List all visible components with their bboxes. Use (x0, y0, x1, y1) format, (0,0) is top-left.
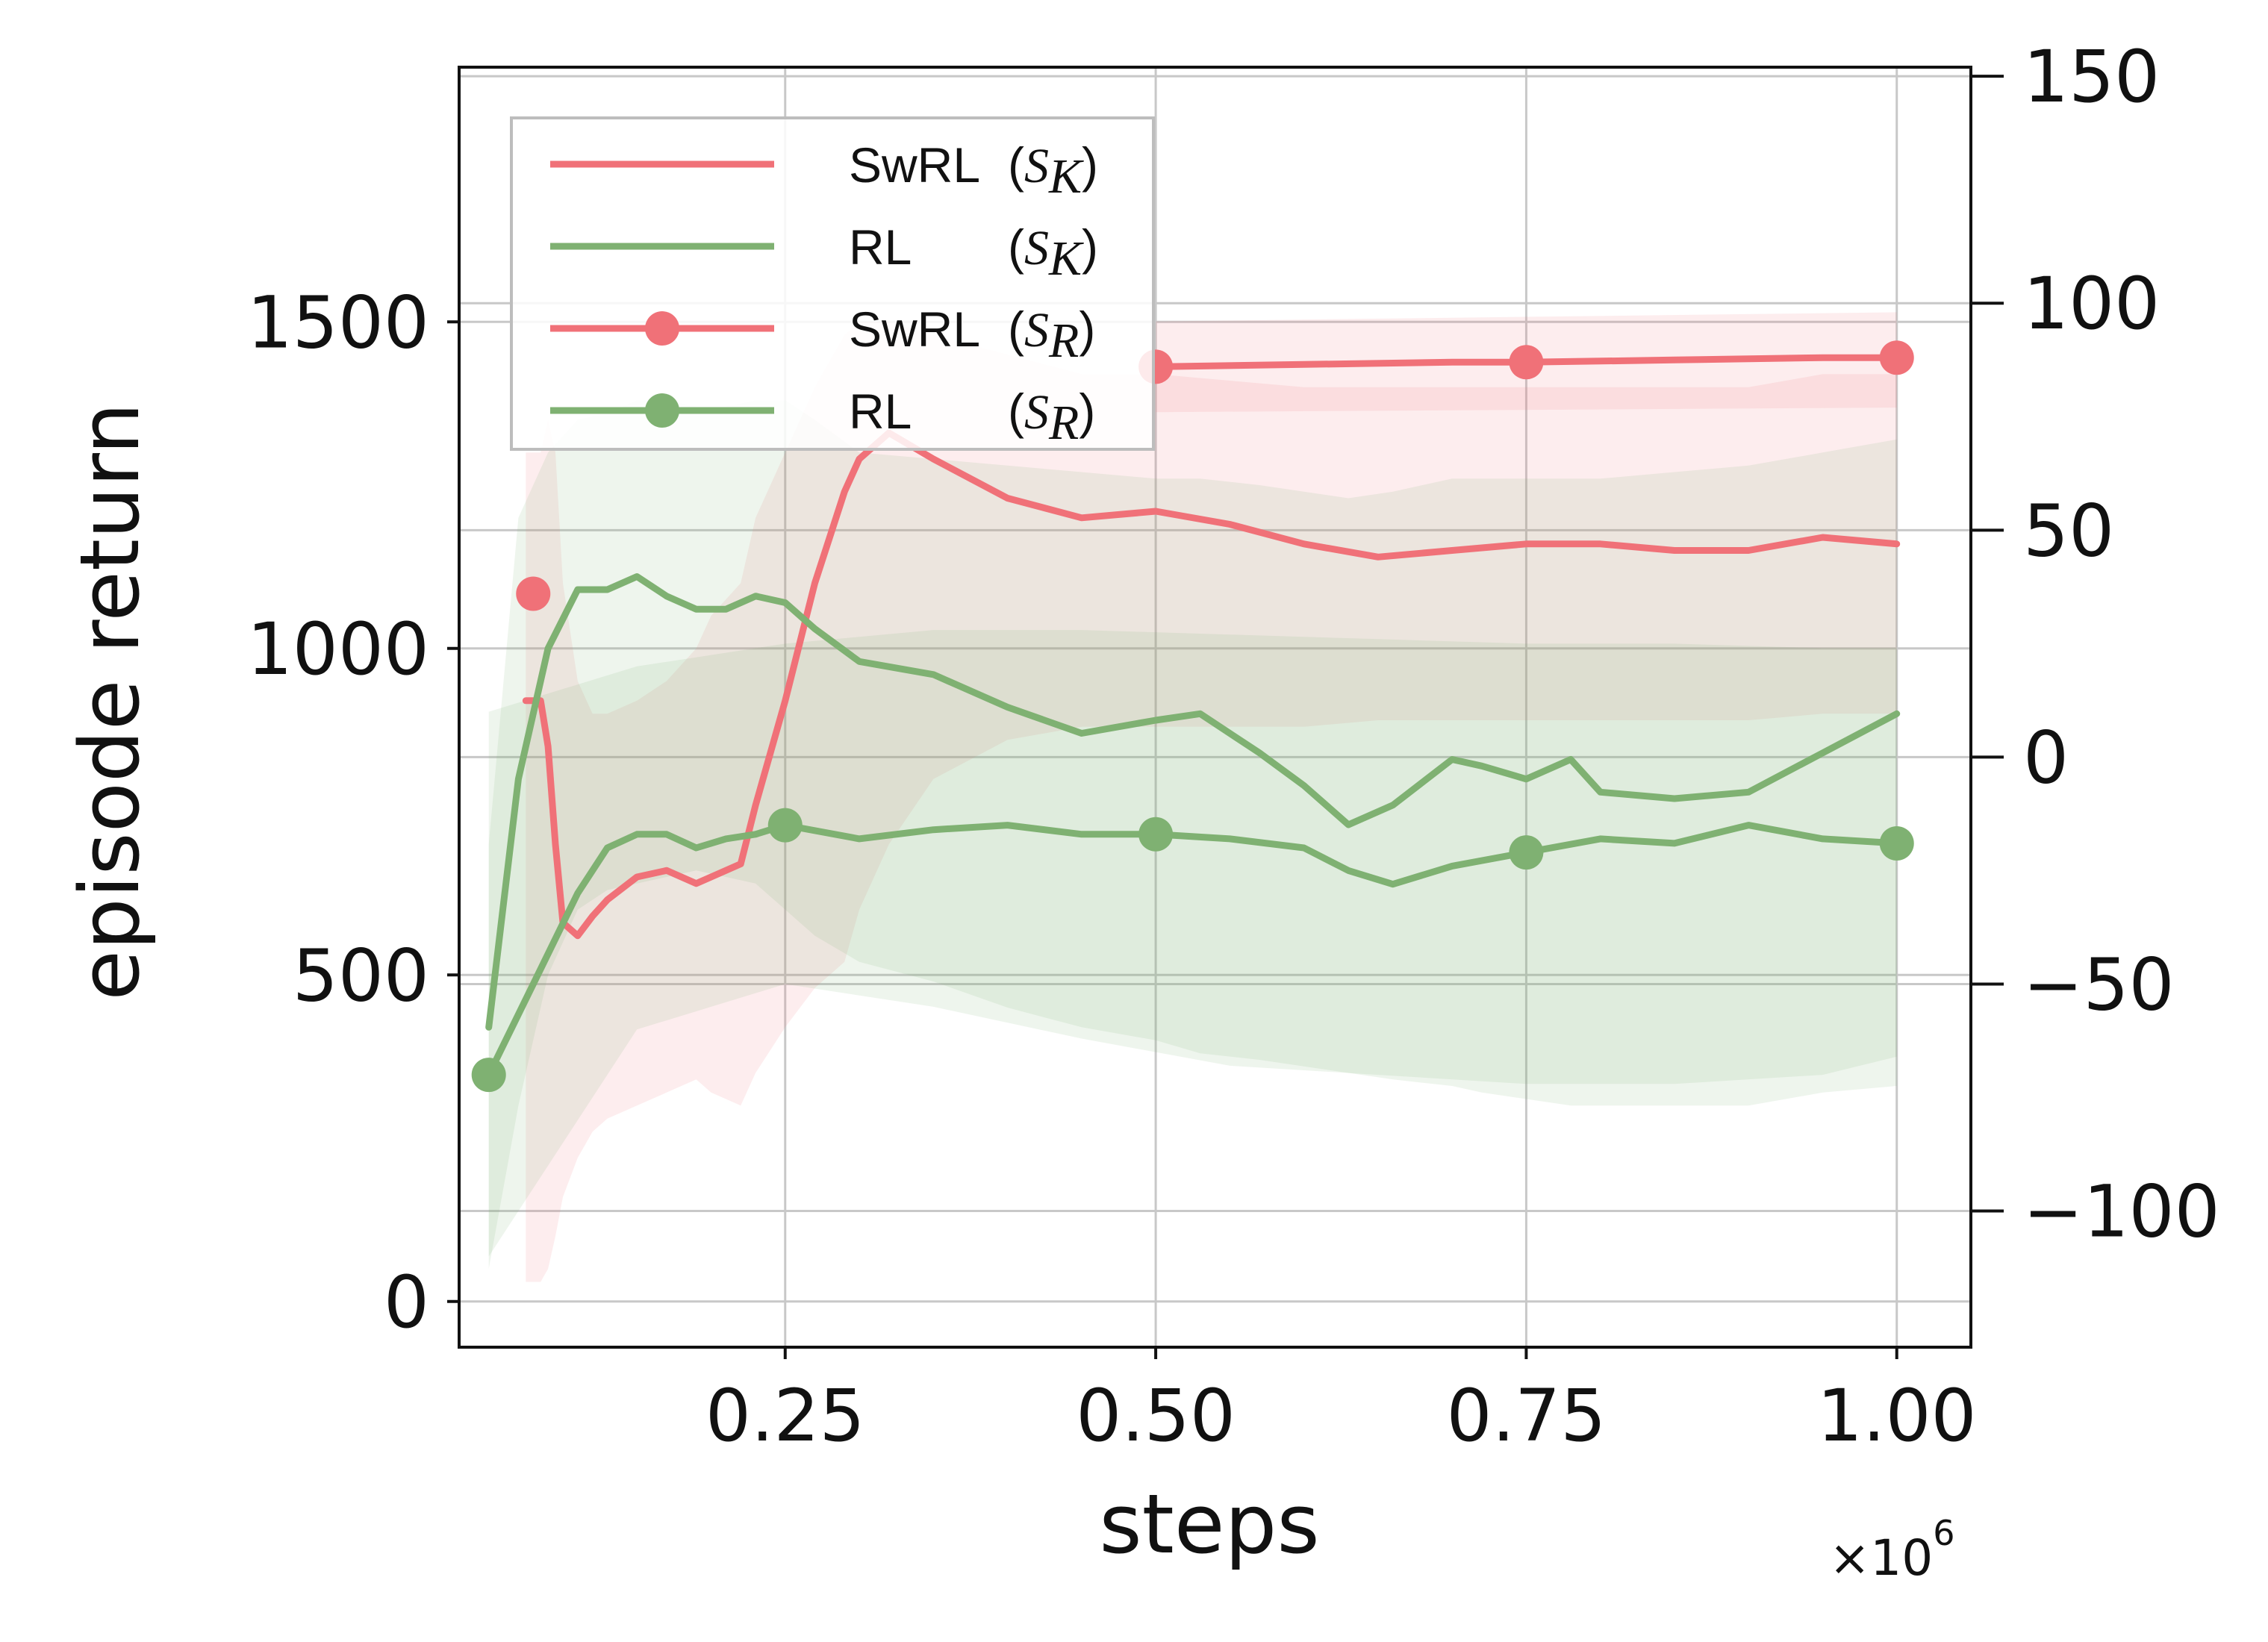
y-left-tick-label: 1000 (247, 608, 429, 691)
y-right-tick-label: 0 (2023, 716, 2069, 799)
axis-ticks: 0.25 0.50 0.75 1.00 0 500 1000 1500 −100 −50 0 50 10… (247, 35, 2220, 1458)
legend-label: RL (849, 384, 912, 439)
legend-paren-close: ) (1079, 384, 1095, 439)
legend-paren-close: ) (1082, 137, 1098, 193)
x-tick-label: 0.50 (1076, 1374, 1236, 1458)
legend-label-state: (SR) (1008, 302, 1095, 368)
series-3-band (488, 630, 1897, 1257)
legend-paren-close: ) (1079, 302, 1095, 357)
series-markers (471, 340, 1914, 1093)
series-1-line (485, 573, 1901, 1031)
legend-state-subscript: R (1048, 396, 1079, 450)
series-0-line (522, 429, 1901, 940)
legend-paren-open: ( (1008, 137, 1024, 193)
y-left-tick-label: 0 (384, 1261, 429, 1344)
y-right-tick-label: 150 (2023, 35, 2160, 119)
x-axis-label: steps (1099, 1476, 1319, 1572)
series-3-point (1509, 835, 1544, 870)
legend-paren-open: ( (1008, 219, 1024, 275)
legend-state-symbol: S (1024, 385, 1049, 440)
series-2-point (1509, 345, 1544, 380)
x-tick-label: 1.00 (1817, 1374, 1977, 1458)
legend-label: SwRL (849, 137, 980, 193)
legend-state-symbol: S (1024, 139, 1049, 193)
legend-label: SwRL (849, 302, 980, 357)
legend-state-subscript: K (1048, 231, 1084, 286)
series-2-point (1879, 340, 1914, 375)
legend-swatch-marker (645, 311, 679, 346)
series-3-line (485, 822, 1901, 1078)
y-right-tick-label: −100 (2023, 1170, 2220, 1254)
legend-state-symbol: S (1024, 221, 1049, 275)
series-0-band (526, 322, 1897, 1282)
legend-label-state: (SR) (1008, 384, 1095, 450)
y-left-tick-label: 1500 (247, 281, 429, 364)
y-right-tick-label: −50 (2023, 943, 2175, 1026)
legend-state-subscript: R (1048, 313, 1079, 368)
legend: SwRL (SK)RL (SK)SwRL (SR)RL (SR) (510, 116, 1155, 451)
y-right-tick-label: 100 (2023, 262, 2160, 346)
series-3-point (471, 1058, 506, 1093)
series-3-point (1138, 817, 1174, 852)
y-axis-label: episode return (62, 402, 158, 1000)
x-axis-multiplier: ×106 (1829, 1513, 1955, 1587)
y-left-tick-label: 500 (293, 934, 429, 1017)
series-3-point (767, 808, 803, 843)
x-axis-multiplier-base: ×10 (1829, 1529, 1933, 1587)
x-tick-label: 0.25 (705, 1374, 865, 1458)
series-2-point (516, 576, 551, 611)
legend-paren-open: ( (1008, 302, 1024, 357)
legend-paren-close: ) (1082, 219, 1098, 275)
plot-frame (458, 66, 1972, 1349)
legend-paren-open: ( (1008, 384, 1024, 439)
legend-label: RL (849, 219, 912, 275)
legend-state-symbol: S (1024, 303, 1049, 358)
y-right-tick-label: 50 (2023, 489, 2114, 572)
legend-label-state: (SK) (1008, 219, 1098, 286)
x-axis-multiplier-exponent: 6 (1933, 1513, 1954, 1553)
legend-swatch-marker (645, 393, 679, 428)
series-3-point (1879, 825, 1914, 861)
legend-state-subscript: K (1048, 149, 1084, 204)
legend-box (510, 116, 1155, 451)
legend-label-state: (SK) (1008, 137, 1098, 204)
x-tick-label: 0.75 (1447, 1374, 1607, 1458)
